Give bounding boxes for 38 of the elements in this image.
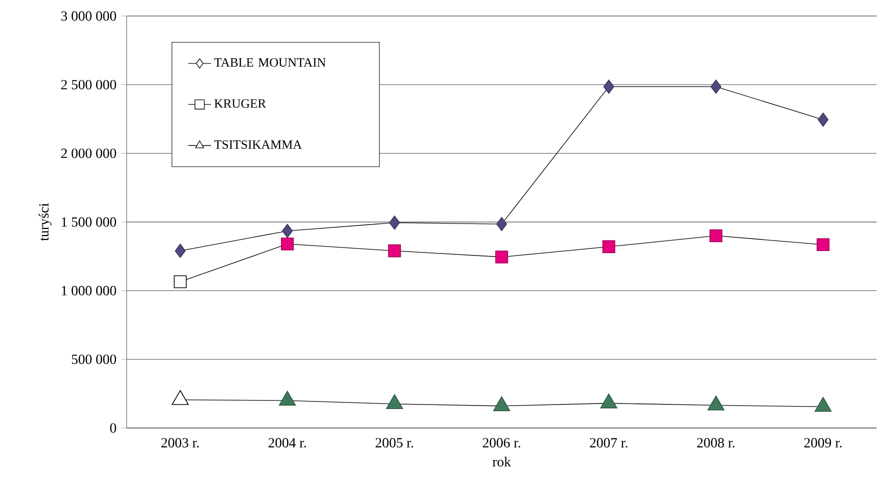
x-tick-label: 2009 r.	[804, 438, 842, 448]
point	[818, 112, 828, 127]
point	[493, 396, 510, 412]
legend-label: KRUGER	[214, 99, 266, 108]
point	[602, 240, 616, 254]
point	[496, 216, 508, 232]
y-axis-title: turyści	[38, 203, 52, 241]
x-tick-label: 2007 r.	[590, 438, 628, 448]
x-tick-label: 2008 r.	[697, 438, 734, 448]
x-tick-label: 2004 r.	[268, 438, 306, 448]
x-tick-label: 2003 r.	[161, 438, 199, 448]
point	[172, 390, 189, 405]
point	[388, 244, 401, 258]
y-tick-label: 2 500 000	[61, 80, 116, 90]
legend-label: TSITSIKAMMA	[214, 140, 302, 149]
x-axis-title: rok	[492, 456, 511, 467]
point	[814, 396, 832, 412]
y-tick-label: 500 000	[72, 354, 116, 364]
x-tick-label: 2006 r.	[482, 438, 520, 448]
point	[707, 396, 724, 410]
point	[280, 238, 294, 250]
point	[386, 394, 404, 410]
point	[710, 229, 722, 242]
y-tick-label: 0	[110, 423, 116, 433]
point	[174, 244, 186, 258]
point	[174, 275, 187, 288]
y-tick-label: 1 500 000	[62, 217, 116, 227]
legend-label: TABLE MOUNTAIN	[214, 58, 326, 67]
point	[389, 216, 400, 230]
x-tick-label: 2005 r.	[376, 438, 414, 448]
y-tick-label: 2 000 000	[61, 148, 116, 158]
point	[600, 394, 618, 408]
point	[495, 250, 508, 264]
point	[282, 224, 293, 238]
point	[816, 238, 830, 252]
point	[278, 390, 296, 406]
y-tick-label: 3 000 000	[61, 11, 116, 21]
y-tick-label: 1 000 000	[62, 286, 116, 296]
